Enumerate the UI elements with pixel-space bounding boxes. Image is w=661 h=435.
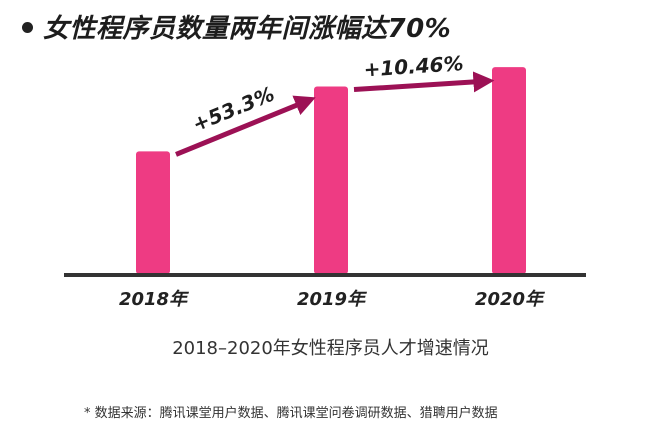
bullet-icon — [22, 22, 33, 33]
growth-arrow — [353, 71, 495, 93]
chart-caption: 2018–2020年女性程序员人才增速情况 — [172, 338, 489, 359]
growth-arrow — [175, 95, 316, 157]
headline-text: 女性程序员数量两年间涨幅达70% — [43, 14, 452, 44]
source-note: * 数据来源：腾讯课堂用户数据、腾讯课堂问卷调研数据、猎聘用户数据 — [84, 406, 498, 421]
x-tick-label: 2019年 — [297, 289, 368, 310]
bar-1 — [136, 151, 170, 274]
x-tick-label: 2018年 — [119, 289, 190, 310]
x-tick-label: 2020年 — [475, 289, 546, 310]
bar-chart: 2018年 2019年 2020年 +53.3% +10.46% — [64, 51, 586, 310]
bar-3 — [492, 67, 526, 274]
growth-label: +53.3% — [189, 82, 278, 137]
headline: 女性程序员数量两年间涨幅达70% — [22, 8, 451, 45]
bar-2 — [314, 86, 348, 275]
x-axis-baseline — [64, 273, 586, 277]
growth-label: +10.46% — [363, 51, 464, 81]
